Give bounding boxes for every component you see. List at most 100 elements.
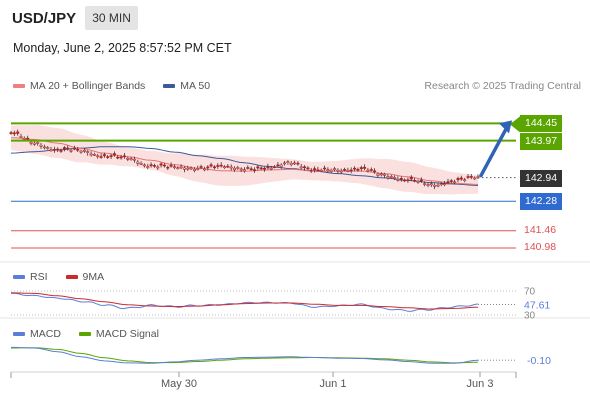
candle-body [309, 169, 313, 172]
candle-body [142, 164, 146, 167]
candle-body [19, 136, 23, 138]
candle-body [443, 183, 447, 186]
current-level-label: 142.94 [520, 169, 563, 187]
candle-body [72, 147, 76, 150]
datetime-label: Monday, June 2, 2025 8:57:52 PM CET [13, 41, 232, 55]
candle-body [99, 156, 103, 158]
candle-body [333, 168, 337, 170]
candle-body [373, 170, 377, 173]
support-level-label: 142.28 [520, 193, 563, 211]
candle-body [349, 169, 353, 172]
x-axis-tick-label: Jun 3 [467, 378, 494, 390]
candle-body [466, 176, 470, 178]
candle-body [106, 156, 110, 158]
resistance-level-label: 144.45 [520, 115, 563, 133]
candle-body [132, 158, 136, 161]
candle-body [262, 167, 266, 170]
candle-body [119, 156, 123, 159]
candle-body [329, 169, 333, 172]
candle-body [52, 149, 56, 151]
candle-body [46, 147, 50, 149]
candle-body [353, 167, 357, 170]
candle-body [343, 169, 347, 171]
candle-body [423, 183, 427, 185]
x-axis-tick-label: May 30 [161, 378, 197, 390]
candle-body [66, 147, 70, 150]
candle-body [439, 183, 443, 185]
candle-body [116, 156, 120, 159]
interval-badge[interactable]: 30 MIN [85, 6, 138, 30]
candle-body [282, 162, 286, 165]
candle-body [279, 164, 283, 167]
candle-body [433, 184, 437, 187]
candle-body [269, 167, 273, 170]
ma20-legend-label: MA 20 + Bollinger Bands [30, 80, 146, 92]
projection-arrow-head [499, 120, 512, 134]
candle-body [146, 166, 150, 168]
rsi-tick-label: 30 [524, 311, 536, 322]
candle-body [122, 155, 126, 158]
candle-body [313, 168, 317, 171]
candle-body [82, 150, 86, 152]
rsi-line [10, 292, 479, 312]
candle-body [292, 162, 296, 165]
candle-body [112, 153, 116, 156]
attribution: Research © 2025 Trading Central [424, 80, 581, 92]
candle-body [216, 165, 220, 167]
candle-body [69, 150, 73, 152]
candle-body [56, 148, 60, 151]
candle-body [299, 166, 303, 169]
candle-body [406, 179, 410, 182]
candle-body [319, 169, 323, 172]
candle-body [239, 168, 243, 171]
macd-current-value: -0.10 [527, 355, 551, 367]
candle-body [236, 167, 240, 169]
candle-body [173, 166, 177, 168]
candle-body [152, 165, 156, 167]
candle-body [162, 164, 166, 167]
candle-body [39, 144, 43, 147]
candle-body [223, 166, 227, 168]
candle-body [9, 132, 13, 134]
candle-body [463, 179, 467, 181]
x-axis-tick-label: Jun 1 [320, 378, 347, 390]
ma20-legend-swatch [13, 84, 25, 88]
candle-body [159, 163, 163, 166]
candle-body [126, 158, 130, 160]
candle-body [32, 142, 36, 145]
candle-body [89, 153, 93, 156]
ma50-legend-label: MA 50 [180, 80, 211, 92]
candle-body [446, 181, 450, 183]
candle-body [366, 169, 370, 172]
macd-signal-line [11, 347, 479, 364]
candle-body [286, 161, 290, 163]
candle-body [302, 166, 306, 169]
candle-body [399, 178, 403, 180]
projection-arrow-shaft [479, 123, 510, 178]
candle-body [196, 168, 200, 170]
candle-body [356, 169, 360, 171]
candle-body [266, 166, 270, 169]
candle-body [92, 154, 96, 156]
macd-legend-label: MACD [30, 328, 61, 340]
rsi-tick-label: 70 [524, 287, 536, 298]
title-row: USD/JPY 30 MIN [12, 6, 138, 30]
rsi-current-value: 47.61 [524, 299, 550, 311]
bollinger-band-area [11, 125, 478, 195]
rsi-legend-label: RSI [30, 271, 48, 283]
candle-body [456, 178, 460, 181]
main-legend: MA 20 + Bollinger Bands MA 50 [13, 80, 210, 92]
candle-body [149, 164, 153, 166]
candle-body [12, 132, 16, 135]
macd-legend-swatch [13, 332, 25, 336]
candle-body [79, 150, 83, 153]
candle-body [36, 142, 40, 144]
candle-body [389, 176, 393, 178]
candle-body [243, 169, 247, 172]
rsi-9ma-legend-label: 9MA [82, 271, 105, 283]
candle-body [246, 167, 250, 169]
candle-body [429, 183, 433, 186]
candle-body [253, 169, 257, 171]
candle-body [129, 158, 133, 160]
